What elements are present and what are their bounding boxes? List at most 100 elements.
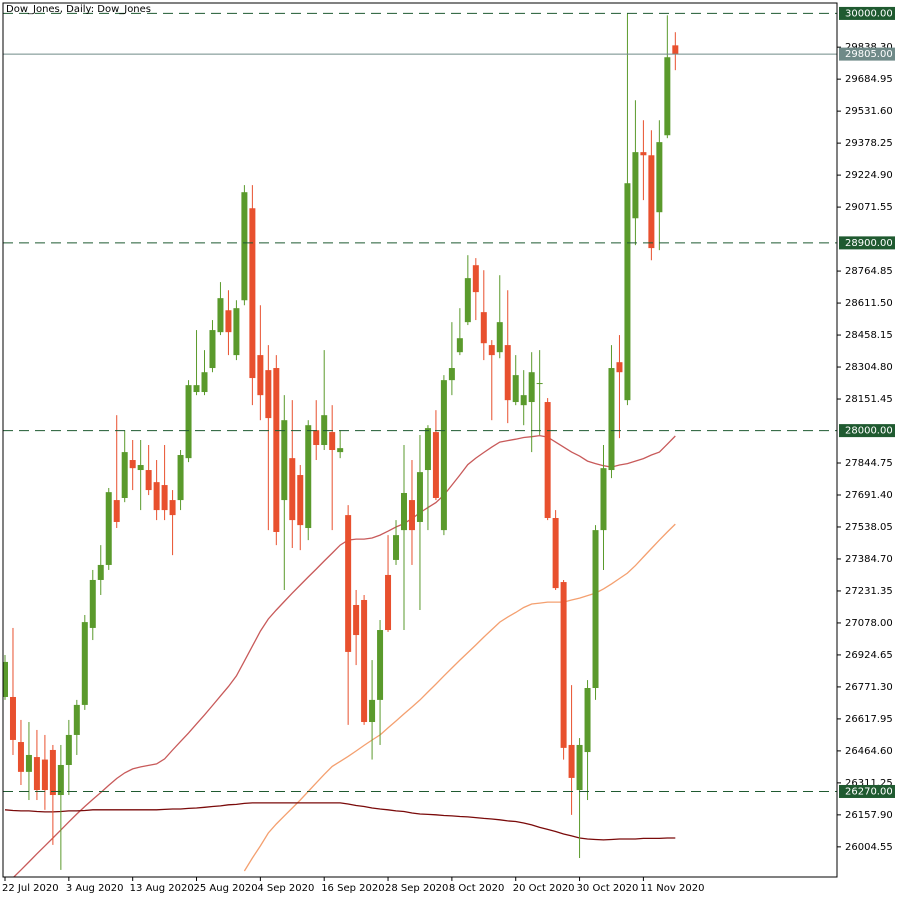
candle-body: [385, 574, 392, 631]
x-tick-label: 11 Nov 2020: [640, 883, 704, 894]
candle-body: [432, 432, 439, 498]
x-tick-label: 22 Jul 2020: [2, 883, 59, 894]
candle-body: [576, 744, 583, 791]
level-label: 28900.00: [845, 238, 893, 249]
level-label: 30000.00: [845, 8, 893, 19]
candle-body: [97, 564, 104, 580]
candle-body: [448, 368, 455, 381]
y-tick-label: 29684.95: [845, 74, 893, 85]
candle-body: [33, 757, 40, 791]
candle-body: [496, 322, 503, 353]
candle-body: [408, 500, 415, 531]
price-levels: 30000.00 28900.00 28000.00 26270.00 29805.00: [3, 6, 895, 798]
candle-body: [105, 492, 112, 565]
candle-body: [177, 455, 184, 501]
y-tick-label: 29378.25: [845, 138, 893, 149]
candle-body: [193, 385, 200, 393]
candle-body: [504, 345, 511, 401]
candle-body: [664, 57, 671, 136]
candle-body: [9, 696, 16, 740]
candle-body: [17, 742, 24, 772]
candle-body: [313, 430, 320, 446]
candle-body: [369, 699, 376, 723]
candle-body: [129, 460, 136, 469]
candle-body: [249, 208, 256, 379]
candle-body: [113, 500, 120, 522]
candle-body: [552, 518, 559, 589]
candle-body: [321, 415, 328, 446]
candle-body: [89, 579, 96, 628]
y-tick-label: 26771.30: [845, 682, 893, 693]
x-axis: 22 Jul 2020 3 Aug 2020 13 Aug 2020 25 Aug 2…: [2, 877, 704, 894]
candle-body: [624, 183, 631, 401]
candle-body: [137, 465, 144, 471]
candle-body: [393, 535, 400, 560]
x-tick-label: 25 Aug 2020: [194, 883, 258, 894]
candle-body: [3, 661, 8, 697]
candle-body: [265, 370, 272, 419]
y-tick-label: 28458.15: [845, 330, 893, 341]
candle-body: [456, 338, 463, 353]
candle-body: [480, 312, 487, 344]
x-tick-label: 20 Oct 2020: [513, 883, 575, 894]
candle-body: [81, 622, 88, 705]
candle-body: [424, 428, 431, 471]
candle-body: [41, 759, 48, 791]
moving-average-line: [243, 523, 676, 872]
x-tick-label: 8 Oct 2020: [449, 883, 504, 894]
y-tick-label: 26464.60: [845, 746, 893, 757]
candle-body: [153, 482, 160, 511]
y-tick-label: 27231.35: [845, 586, 893, 597]
candle-body: [401, 492, 407, 531]
candle-body: [592, 530, 599, 689]
candle-body: [416, 472, 423, 522]
y-tick-label: 28764.85: [845, 266, 893, 277]
candle-body: [289, 458, 296, 521]
candle-body: [568, 744, 575, 778]
y-tick-label: 29224.90: [845, 170, 893, 181]
y-tick-label: 28611.50: [845, 298, 893, 309]
y-tick-label: 27538.05: [845, 522, 893, 533]
level-label-box: [839, 424, 895, 438]
candle-body: [57, 764, 64, 796]
y-tick-label: 26617.95: [845, 714, 893, 725]
candle-body: [297, 475, 304, 526]
candle-body: [281, 420, 288, 501]
moving-average-line: [12, 434, 676, 877]
y-tick-label: 27078.00: [845, 618, 893, 629]
moving-average-line: [4, 802, 676, 841]
y-tick-label: 26004.55: [845, 842, 893, 853]
candle-body: [472, 265, 479, 293]
candle-body: [377, 630, 384, 700]
plot-area: [3, 13, 679, 877]
candle-body: [25, 754, 32, 772]
x-tick-label: 16 Sep 2020: [321, 883, 384, 894]
x-tick-label: 3 Aug 2020: [66, 883, 124, 894]
candle-body: [257, 355, 264, 396]
y-tick-label: 27844.75: [845, 458, 893, 469]
y-tick-label: 29531.60: [845, 106, 893, 117]
level-label: 26270.00: [845, 786, 893, 797]
candle-body: [337, 448, 344, 453]
chart-title: Dow_Jones, Daily: Dow_Jones: [6, 4, 151, 15]
candle-body: [536, 383, 543, 385]
candle-body: [656, 142, 663, 213]
candle-body: [217, 298, 224, 333]
candle-body: [233, 308, 240, 356]
candle-body: [544, 402, 551, 519]
candle-body: [209, 330, 216, 369]
y-tick-label: 26311.25: [845, 778, 893, 789]
candle-body: [616, 362, 623, 373]
candle-body: [528, 372, 535, 403]
y-tick-label: 26157.90: [845, 810, 893, 821]
candle-body: [488, 345, 495, 356]
candle-body: [512, 375, 519, 403]
level-label-box: [839, 6, 895, 20]
candle-body: [273, 368, 280, 532]
level-label-box: [839, 236, 895, 250]
y-tick-label: 26924.65: [845, 650, 893, 661]
candle-body: [440, 380, 447, 531]
candle-body: [329, 432, 336, 451]
